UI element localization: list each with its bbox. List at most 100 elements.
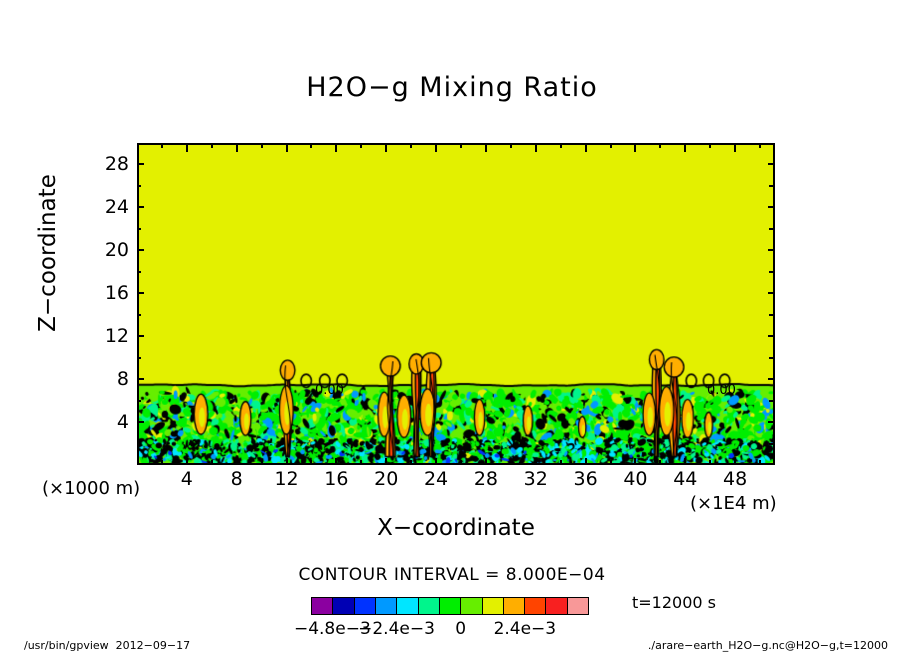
colorbar-segment — [354, 598, 376, 614]
x-axis-minor-tick — [360, 144, 363, 148]
x-axis-minor-tick — [709, 460, 712, 464]
x-axis-tick-top — [734, 145, 737, 152]
x-axis-minor-tick — [260, 144, 263, 148]
x-axis-tick-top — [435, 145, 438, 152]
y-axis-tick — [768, 335, 775, 338]
x-axis-minor-tick — [659, 460, 662, 464]
x-axis-tick — [185, 458, 188, 465]
x-axis-minor-tick — [559, 460, 562, 464]
x-axis-minor-tick — [709, 144, 712, 148]
colorbar — [311, 597, 589, 615]
y-axis-tick-label: 20 — [104, 239, 129, 262]
x-axis-minor-tick — [609, 460, 612, 464]
colorbar-segment — [567, 598, 589, 614]
y-axis-minor-tick — [769, 356, 773, 359]
page-title: H2O−g Mixing Ratio — [306, 72, 598, 103]
x-axis-tick — [584, 458, 587, 465]
x-axis-tick-top — [235, 145, 238, 152]
x-axis-minor-tick — [559, 144, 562, 148]
x-axis-tick — [684, 458, 687, 465]
y-axis-tick — [768, 206, 775, 209]
y-axis-tick — [137, 206, 144, 209]
x-axis-tick-top — [335, 145, 338, 152]
x-axis-tick-top — [285, 145, 288, 152]
x-axis-minor-tick — [260, 460, 263, 464]
x-axis-title: X−coordinate — [377, 515, 535, 541]
x-axis-tick-top — [634, 145, 637, 152]
y-axis-tick — [768, 249, 775, 252]
x-axis-minor-tick — [210, 144, 213, 148]
colorbar-tick-label: −4.8e−3 — [293, 619, 371, 639]
y-axis-tick — [137, 292, 144, 295]
footer-source-label: ./arare−earth_H2O−g.nc@H2O−g,t=12000 — [647, 639, 888, 652]
y-axis-tick-label: 12 — [104, 325, 129, 348]
x-axis-unit-label: (×1E4 m) — [690, 493, 777, 514]
footer-command-label: /usr/bin/gpview 2012−09−17 — [24, 639, 191, 652]
x-axis-minor-tick — [759, 460, 762, 464]
y-axis-minor-tick — [769, 442, 773, 445]
x-axis-tick-label: 4 — [180, 468, 193, 490]
y-axis-tick — [137, 249, 144, 252]
x-axis-tick — [484, 458, 487, 465]
x-axis-minor-tick — [160, 144, 163, 148]
y-axis-minor-tick — [769, 184, 773, 187]
x-axis-tick-label: 28 — [473, 468, 498, 490]
y-axis-title: Z−coordinate — [35, 174, 61, 332]
x-axis-tick — [734, 458, 737, 465]
x-axis-minor-tick — [360, 460, 363, 464]
x-axis-minor-tick — [659, 144, 662, 148]
time-label: t=12000 s — [632, 593, 716, 612]
colorbar-tick-label: −2.4e−3 — [358, 619, 435, 639]
y-axis-tick — [768, 163, 775, 166]
x-axis-tick-label: 20 — [374, 468, 399, 490]
colorbar-segment — [461, 598, 483, 614]
contour-field — [139, 145, 773, 463]
x-axis-minor-tick — [160, 460, 163, 464]
y-axis-minor-tick — [137, 442, 141, 445]
x-axis-minor-tick — [410, 460, 413, 464]
x-axis-minor-tick — [509, 460, 512, 464]
x-axis-tick-label: 8 — [230, 468, 243, 490]
y-axis-minor-tick — [137, 227, 141, 230]
contour-inline-label: 0.00 — [707, 383, 736, 398]
x-axis-tick-label: 32 — [523, 468, 548, 490]
x-axis-tick-label: 40 — [623, 468, 648, 490]
y-axis-tick-label: 16 — [104, 282, 129, 305]
x-axis-tick-label: 12 — [274, 468, 299, 490]
x-axis-tick-label: 48 — [723, 468, 748, 490]
x-axis-minor-tick — [310, 460, 313, 464]
x-axis-tick-top — [534, 145, 537, 152]
x-axis-tick-top — [484, 145, 487, 152]
y-axis-tick — [137, 421, 144, 424]
colorbar-segment — [546, 598, 568, 614]
x-axis-tick — [335, 458, 338, 465]
x-axis-tick — [634, 458, 637, 465]
x-axis-tick — [235, 458, 238, 465]
contour-interval-label: CONTOUR INTERVAL = 8.000E−04 — [298, 565, 606, 585]
colorbar-segment — [375, 598, 398, 614]
x-axis-tick — [435, 458, 438, 465]
y-axis-minor-tick — [137, 184, 141, 187]
x-axis-minor-tick — [459, 460, 462, 464]
y-axis-minor-tick — [769, 313, 773, 316]
x-axis-tick-label: 16 — [324, 468, 349, 490]
y-axis-tick-label: 24 — [104, 196, 129, 219]
colorbar-segment — [312, 598, 334, 614]
colorbar-segment — [503, 598, 526, 614]
colorbar-segment — [439, 598, 462, 614]
y-axis-minor-tick — [769, 399, 773, 402]
x-axis-tick — [534, 458, 537, 465]
x-axis-tick-top — [684, 145, 687, 152]
y-axis-minor-tick — [137, 270, 141, 273]
y-axis-tick-label: 28 — [104, 153, 129, 176]
y-axis-tick-label: 4 — [116, 411, 129, 434]
colorbar-segment — [333, 598, 355, 614]
x-axis-tick-label: 24 — [423, 468, 449, 490]
x-axis-minor-tick — [609, 144, 612, 148]
y-axis-tick — [137, 163, 144, 166]
y-axis-tick-label: 8 — [116, 368, 129, 391]
x-axis-tick-top — [185, 145, 188, 152]
x-axis-tick-top — [385, 145, 388, 152]
y-axis-unit-label: (×1000 m) — [42, 478, 141, 499]
contour-plot-area — [137, 143, 775, 465]
